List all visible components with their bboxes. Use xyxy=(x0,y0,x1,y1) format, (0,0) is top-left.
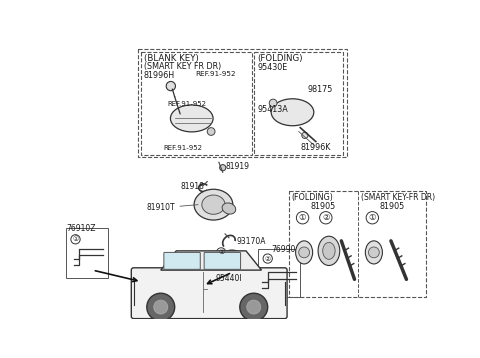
Ellipse shape xyxy=(170,105,213,132)
Ellipse shape xyxy=(271,99,314,126)
Text: REF.91-952: REF.91-952 xyxy=(196,71,236,77)
Text: REF.91-952: REF.91-952 xyxy=(163,145,202,151)
Text: ②: ② xyxy=(264,256,271,262)
FancyBboxPatch shape xyxy=(164,252,200,269)
Ellipse shape xyxy=(296,241,312,264)
Circle shape xyxy=(299,247,310,258)
Text: (FOLDING): (FOLDING) xyxy=(291,193,333,202)
Text: 95440I: 95440I xyxy=(215,274,241,283)
Circle shape xyxy=(369,247,379,258)
Text: ①: ① xyxy=(369,213,376,222)
Ellipse shape xyxy=(318,236,340,266)
Text: REF.91-952: REF.91-952 xyxy=(167,101,206,107)
Circle shape xyxy=(269,99,277,107)
Text: ②: ② xyxy=(322,213,330,222)
Circle shape xyxy=(216,248,226,257)
Text: 81996K: 81996K xyxy=(300,143,331,152)
Text: (FOLDING): (FOLDING) xyxy=(258,54,303,63)
Text: 81918: 81918 xyxy=(180,182,204,190)
Circle shape xyxy=(229,259,235,266)
Ellipse shape xyxy=(222,203,236,214)
Ellipse shape xyxy=(202,195,225,214)
Polygon shape xyxy=(161,251,262,270)
Circle shape xyxy=(263,254,272,263)
Bar xyxy=(137,49,347,157)
Text: 81905: 81905 xyxy=(311,202,336,211)
Text: (SMART KEY FR DR): (SMART KEY FR DR) xyxy=(144,62,221,71)
Text: ①: ① xyxy=(72,236,79,242)
Text: 81910T: 81910T xyxy=(147,203,175,212)
Circle shape xyxy=(296,212,309,224)
Circle shape xyxy=(71,235,80,244)
Text: 76910Z: 76910Z xyxy=(66,224,96,233)
Circle shape xyxy=(302,132,308,139)
Ellipse shape xyxy=(323,242,335,259)
Circle shape xyxy=(220,250,244,275)
Circle shape xyxy=(207,128,215,135)
Ellipse shape xyxy=(194,189,233,220)
FancyBboxPatch shape xyxy=(132,268,287,319)
Circle shape xyxy=(166,82,176,91)
Text: 93170A: 93170A xyxy=(237,237,266,246)
Bar xyxy=(66,228,108,278)
Ellipse shape xyxy=(365,241,383,264)
Text: 95430E: 95430E xyxy=(258,63,288,72)
Text: 95413A: 95413A xyxy=(258,105,288,113)
Circle shape xyxy=(220,165,226,171)
Circle shape xyxy=(320,212,332,224)
Bar xyxy=(258,249,300,297)
Text: 81996H: 81996H xyxy=(144,71,175,80)
FancyBboxPatch shape xyxy=(204,252,240,269)
Text: 81905: 81905 xyxy=(380,202,405,211)
Circle shape xyxy=(154,300,168,314)
Circle shape xyxy=(247,300,261,314)
Text: (BLANK KEY): (BLANK KEY) xyxy=(144,54,198,63)
Text: ①: ① xyxy=(299,213,306,222)
Text: 98175: 98175 xyxy=(308,85,334,94)
Circle shape xyxy=(147,293,175,321)
Bar xyxy=(142,52,252,155)
Text: (SMART KEY-FR DR): (SMART KEY-FR DR) xyxy=(360,193,435,202)
Circle shape xyxy=(366,212,379,224)
Bar xyxy=(288,191,426,297)
Bar xyxy=(254,52,343,155)
Circle shape xyxy=(225,256,239,269)
Text: ②: ② xyxy=(218,250,224,255)
Text: 81919: 81919 xyxy=(225,162,249,171)
Circle shape xyxy=(240,293,268,321)
Text: 76990: 76990 xyxy=(272,246,296,255)
